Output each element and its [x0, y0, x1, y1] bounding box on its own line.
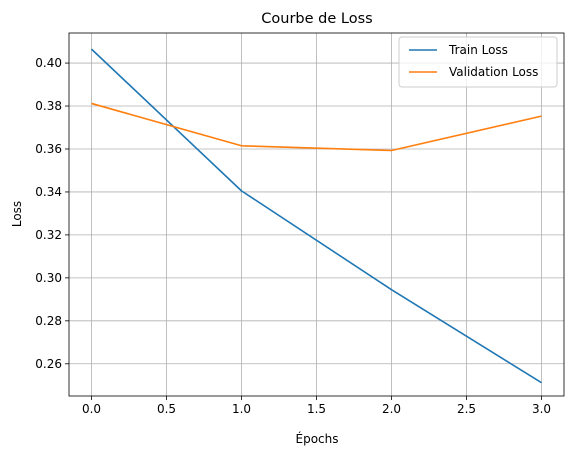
series-line-train-loss: [90, 48, 542, 384]
y-tick-label: 0.36: [35, 142, 62, 156]
x-tick-label: 3.0: [532, 402, 551, 416]
y-tick-label: 0.30: [35, 271, 62, 285]
chart-title: Courbe de Loss: [261, 11, 372, 27]
legend-label: Validation Loss: [449, 65, 538, 79]
y-tick-label: 0.40: [35, 56, 62, 70]
legend-box: [398, 36, 558, 88]
y-tick-label: 0.34: [35, 185, 62, 199]
y-tick-label: 0.32: [35, 228, 62, 242]
x-tick-label: 0.5: [157, 402, 176, 416]
x-axis-ticks: 0.0 0.5 1.0 1.5 2.0 2.5 3.0: [82, 396, 551, 416]
x-tick-label: 1.0: [232, 402, 251, 416]
x-tick-label: 0.0: [82, 402, 101, 416]
y-tick-label: 0.28: [35, 314, 62, 328]
x-axis-title: Épochs: [296, 431, 339, 446]
x-tick-label: 2.5: [457, 402, 476, 416]
y-tick-label: 0.26: [35, 357, 62, 371]
x-tick-label: 1.5: [307, 402, 326, 416]
legend-label: Train Loss: [448, 43, 508, 57]
legend: Train Loss Validation Loss: [398, 36, 558, 88]
y-axis-title: Loss: [10, 201, 24, 227]
y-axis-ticks: 0.26 0.28 0.30 0.32 0.34 0.36 0.38 0.40: [35, 56, 69, 371]
series-line-validation-loss: [91, 102, 542, 152]
y-tick-label: 0.38: [35, 99, 62, 113]
grid: [69, 33, 564, 396]
x-tick-label: 2.0: [382, 402, 401, 416]
series-lines: [90, 48, 542, 384]
